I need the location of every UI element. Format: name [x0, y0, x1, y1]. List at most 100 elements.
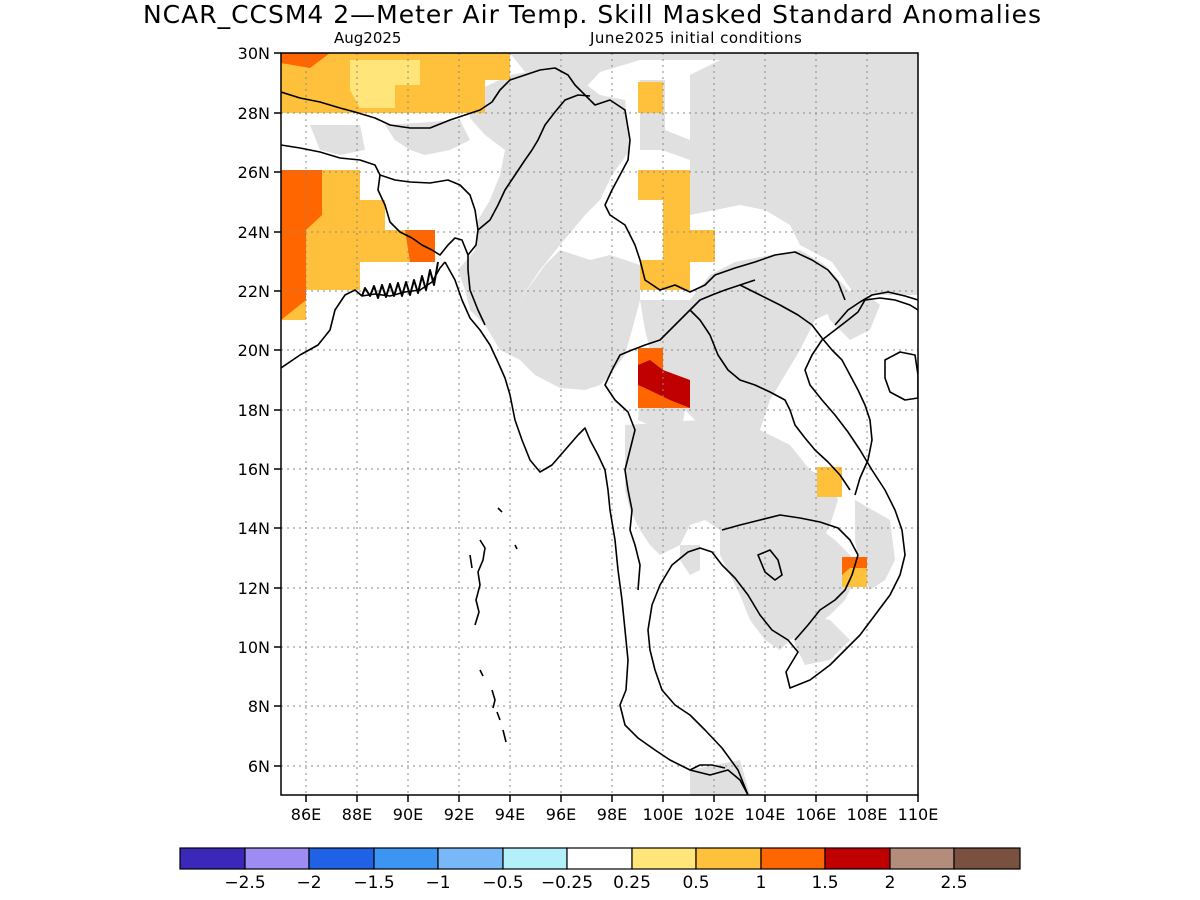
lon-label: 96E: [546, 805, 576, 824]
border-laos-vietnam: [739, 284, 873, 496]
border-myanmar-thai-south: [604, 369, 641, 591]
lat-tick-marks: [274, 52, 281, 767]
colorbar-label: −0.25: [541, 873, 593, 893]
lat-label: 18N: [238, 401, 270, 420]
lon-label: 86E: [291, 805, 321, 824]
initial-conditions-label: June2025 initial conditions: [590, 29, 803, 47]
anomaly-cell-2: [350, 60, 420, 108]
colorbar-label: 0.25: [613, 873, 651, 893]
lat-tick-labels: 30N 28N 26N 24N 22N 20N 18N 16N 14N 12N …: [238, 44, 270, 776]
border-thai-cambodia: [721, 514, 859, 556]
mask-thai-laos: [638, 250, 850, 445]
lon-label: 106E: [796, 805, 837, 824]
mask-gulf-thailand: [680, 545, 700, 575]
anomaly-cell-8: [638, 170, 715, 290]
mask-south-1: [690, 760, 750, 795]
coastline-gulf-thailand: [647, 297, 918, 795]
skill-mask-regions: [310, 53, 918, 795]
map-title: NCAR_CCSM4 2—Meter Air Temp. Skill Maske…: [142, 0, 1043, 29]
lon-label: 90E: [393, 805, 423, 824]
lon-label: 92E: [444, 805, 474, 824]
colorbar-label: −2.5: [224, 873, 265, 893]
lat-label: 30N: [238, 44, 270, 63]
anomaly-cell-5: [281, 170, 322, 320]
mask-cambodia: [720, 515, 855, 650]
colorbar-swatch: [244, 847, 310, 870]
border-cambodia-vietnam: [794, 554, 859, 641]
colorbar-swatch: [179, 847, 246, 870]
colorbar-label: 1: [756, 873, 767, 893]
mask-myanmar-north: [458, 68, 630, 325]
border-thai-malaysia: [689, 764, 726, 771]
lon-label: 110E: [898, 805, 939, 824]
border-bangladesh-north: [379, 174, 479, 256]
lon-label: 108E: [847, 805, 888, 824]
anomaly-cell-6: [405, 230, 435, 262]
colorbar-swatch: [437, 847, 504, 870]
colorbar-swatch: [824, 847, 891, 870]
map-frame: [280, 52, 919, 796]
colorbar-swatch: [760, 847, 826, 870]
colorbar-swatch: [566, 847, 633, 870]
colorbar-label: 0.5: [682, 873, 709, 893]
lat-label: 28N: [238, 104, 270, 123]
colorbar-label: −1: [425, 873, 450, 893]
lon-label: 102E: [694, 805, 735, 824]
mask-india-strip: [310, 125, 365, 155]
border-bangladesh: [377, 174, 486, 326]
valid-month-label: Aug2025: [334, 29, 402, 47]
lat-label: 20N: [238, 341, 270, 360]
andaman-islands: [469, 507, 518, 743]
anomaly-cell-7: [638, 82, 663, 113]
grid-lines: [281, 53, 918, 795]
border-nepal-south: [281, 144, 381, 176]
lon-tick-labels: 86E 88E 90E 92E 94E 96E 98E 100E 102E 10…: [291, 805, 939, 824]
colorbar-swatch: [308, 847, 375, 870]
colorbar-label: −1.5: [353, 873, 394, 893]
colorbar-swatch: [631, 847, 697, 870]
lat-label: 6N: [248, 757, 270, 776]
anomaly-cell-11: [817, 467, 842, 497]
colorbar-swatch: [953, 847, 1021, 870]
mask-myanmar-central: [485, 250, 640, 390]
border-myanmar-thailand: [611, 279, 756, 371]
coastlines-borders: [281, 67, 918, 795]
colorbar: −2.5 −2 −1.5 −1 −0.5 −0.25 0.25 0.5 1 1.…: [179, 847, 1021, 893]
lat-label: 12N: [238, 579, 270, 598]
mask-south-2: [790, 610, 850, 665]
colorbar-swatch: [502, 847, 568, 870]
colorbar-swatch: [889, 847, 955, 870]
colorbar-label: 2: [885, 873, 896, 893]
border-nepal-north: [281, 67, 846, 301]
lon-label: 104E: [745, 805, 786, 824]
lon-tick-marks: [305, 795, 919, 802]
lon-label: 94E: [495, 805, 525, 824]
anomaly-cell-10: [638, 360, 690, 408]
lat-label: 14N: [238, 519, 270, 538]
coastline-sundarbans: [361, 261, 439, 299]
lat-label: 22N: [238, 282, 270, 301]
coastline-myanmar: [444, 261, 749, 795]
anomaly-cells: [281, 53, 867, 587]
colorbar-label: −2: [296, 873, 321, 893]
colorbar-label: 2.5: [940, 873, 967, 893]
coastline-china-south: [834, 291, 918, 326]
colorbar-swatch: [695, 847, 762, 870]
lon-label: 100E: [643, 805, 684, 824]
lat-label: 26N: [238, 163, 270, 182]
colorbar-label: −0.5: [482, 873, 523, 893]
coastline-tonle-sap: [757, 549, 783, 581]
coastline-hainan: [884, 351, 918, 401]
border-laos-thailand: [689, 309, 851, 491]
lat-label: 24N: [238, 223, 270, 242]
colorbar-label: 1.5: [811, 873, 838, 893]
lat-label: 10N: [238, 638, 270, 657]
border-myanmar-india: [477, 94, 591, 231]
map-plot-area: [281, 53, 918, 795]
mask-vietnam-north: [820, 290, 880, 340]
lon-label: 98E: [597, 805, 627, 824]
lon-label: 88E: [342, 805, 372, 824]
lat-label: 8N: [248, 697, 270, 716]
mask-bangladesh-east: [385, 120, 470, 155]
